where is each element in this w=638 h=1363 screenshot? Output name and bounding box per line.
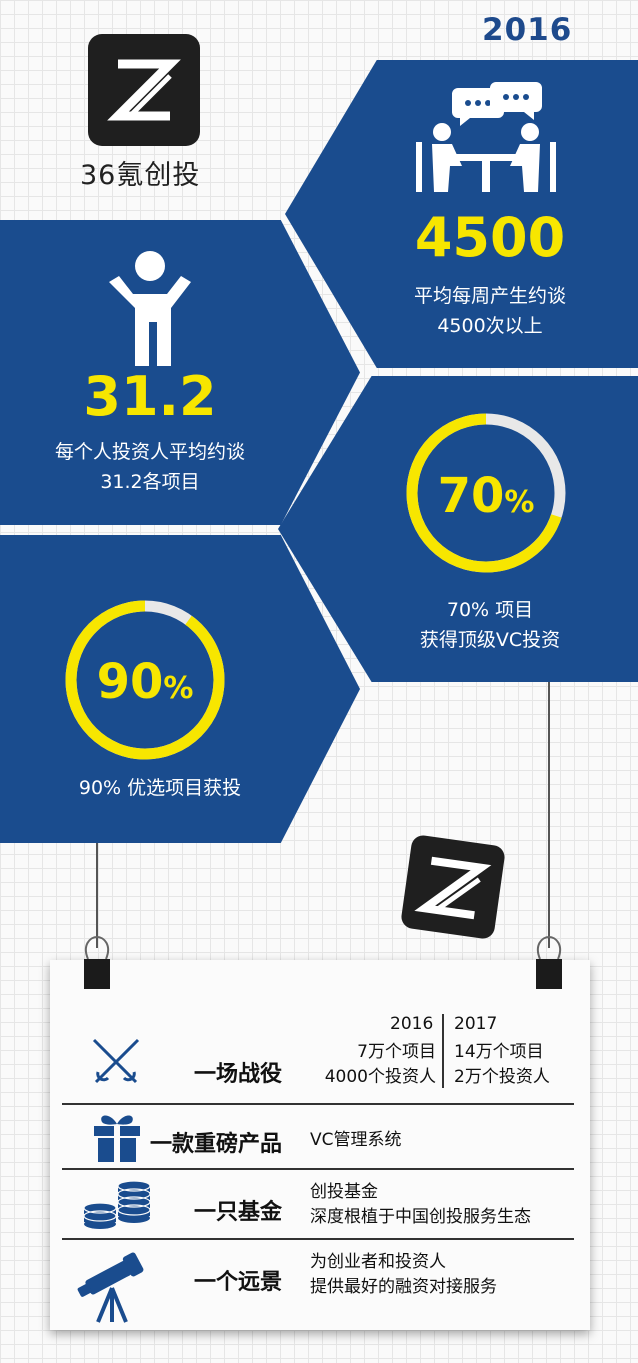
binder-clip-right-icon [536, 935, 562, 989]
row-fund-line2: 深度根植于中国创投服务生态 [310, 1207, 531, 1227]
column-2016: 2016 [390, 1014, 434, 1034]
brand-logo-tilted [401, 835, 505, 939]
per-investor-caption-line1: 每个人投资人平均约谈 [54, 441, 245, 463]
brand-logo [88, 34, 200, 146]
telescope-icon [77, 1252, 144, 1323]
column-divider [442, 1014, 444, 1088]
binder-clip-left-icon [84, 935, 110, 989]
meetings-caption-line2: 4500次以上 [437, 315, 543, 337]
row-fund-line1: 创投基金 [310, 1182, 378, 1202]
row-divider-1 [62, 1103, 574, 1105]
row-fund-label: 一只基金 [194, 1200, 283, 1225]
row-campaign-label: 一场战役 [194, 1062, 283, 1087]
row-campaign-2017-line2: 2万个投资人 [454, 1067, 550, 1087]
per-investor-value: 31.2 [83, 365, 217, 428]
meeting-icon [416, 82, 556, 192]
selected-funded-unit: % [163, 671, 194, 706]
brand-name: 36氪创投 [80, 160, 201, 191]
meetings-caption-line1: 平均每周产生约谈 [413, 285, 566, 307]
year-label: 2016 [482, 12, 573, 48]
selected-funded-caption: 90% 优选项目获投 [78, 777, 242, 799]
fencing-swords-icon [92, 1038, 140, 1084]
per-investor-caption-line2: 31.2各项目 [100, 471, 200, 493]
column-2017: 2017 [454, 1014, 498, 1034]
gift-box-icon [94, 1115, 140, 1162]
progress-ring-90 [65, 600, 225, 760]
row-product-text: VC管理系统 [310, 1130, 402, 1150]
row-vision-line1: 为创业者和投资人 [310, 1252, 446, 1272]
vc-funded-number: 70 [437, 468, 505, 524]
vc-funded-value: 70% [403, 468, 569, 524]
row-divider-3 [62, 1238, 574, 1240]
row-vision-label: 一个远景 [194, 1270, 283, 1295]
stat-panel-selected-funded [0, 535, 360, 843]
row-vision-line2: 提供最好的融资对接服务 [310, 1277, 497, 1297]
row-campaign-2017-line1: 14万个项目 [454, 1042, 544, 1062]
vc-funded-caption-line1: 70% 项目 [446, 599, 534, 621]
vc-funded-unit: % [504, 485, 535, 520]
row-campaign-2016-line1: 7万个项目 [357, 1042, 436, 1062]
stat-panel-per-investor [0, 220, 360, 525]
selected-funded-value: 90% [62, 654, 228, 710]
selected-funded-number: 90 [96, 654, 164, 710]
row-divider-2 [62, 1168, 574, 1170]
vc-funded-caption-line2: 获得顶级VC投资 [419, 629, 561, 651]
row-campaign-2016-line2: 4000个投资人 [324, 1067, 436, 1087]
progress-ring-70 [406, 413, 566, 573]
meetings-value: 4500 [414, 206, 566, 269]
person-icon [109, 251, 191, 366]
hanging-wire-right [548, 682, 550, 948]
row-product-label: 一款重磅产品 [150, 1132, 283, 1157]
coin-stacks-icon [83, 1180, 151, 1229]
hanging-wire-left [96, 843, 98, 948]
